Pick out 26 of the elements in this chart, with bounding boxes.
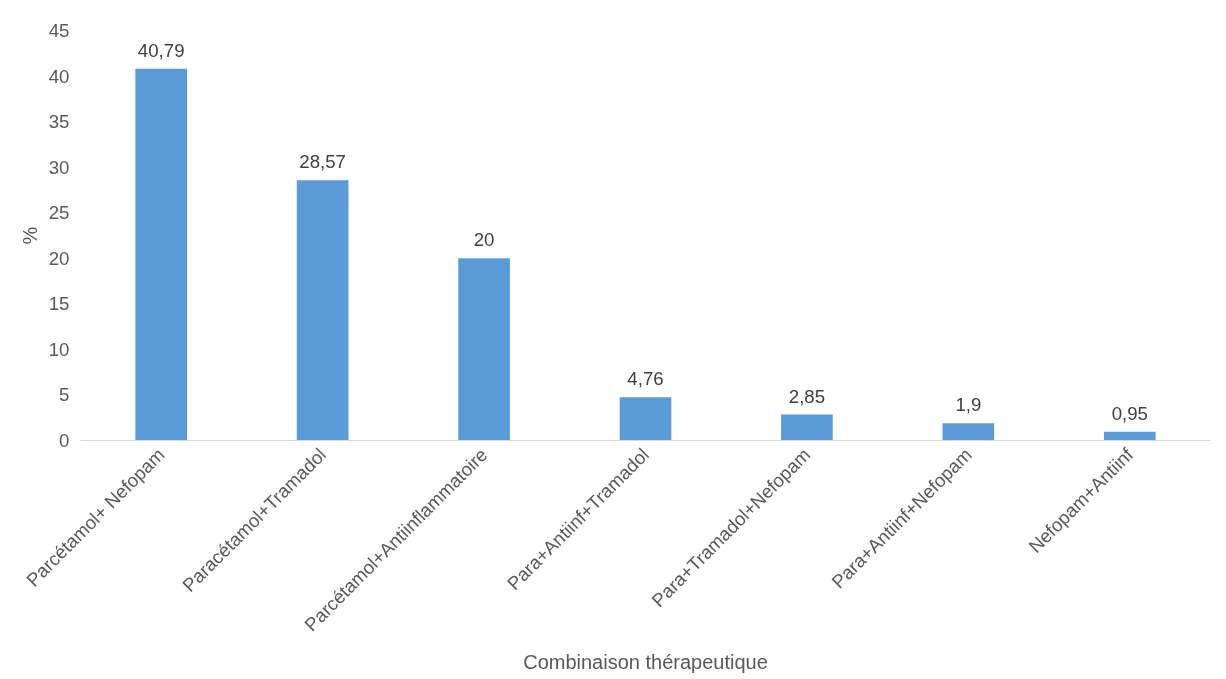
- y-tick-label: 40: [48, 65, 70, 87]
- y-tick-label: 35: [48, 111, 70, 133]
- data-label: 1,9: [955, 394, 982, 416]
- data-label: 0,95: [1111, 402, 1148, 424]
- y-tick-label: 5: [59, 384, 70, 406]
- y-tick-label: 45: [48, 20, 70, 41]
- data-label: 20: [473, 229, 495, 251]
- bar: [942, 423, 995, 441]
- bar: [458, 258, 510, 441]
- x-axis-title: Combinaison thérapeutique: [523, 650, 768, 673]
- y-tick-label: 30: [48, 156, 70, 178]
- bar: [296, 180, 349, 441]
- bar: [1103, 431, 1156, 441]
- y-tick-label: 10: [48, 338, 70, 360]
- data-label: 2,85: [788, 385, 826, 407]
- bar: [781, 414, 833, 441]
- y-tick-label: 25: [48, 202, 70, 224]
- bar: [619, 397, 672, 441]
- data-label: 40,79: [137, 39, 185, 61]
- data-label: 4,76: [627, 368, 664, 390]
- y-tick-label: 15: [48, 293, 70, 315]
- y-axis-title: %: [18, 226, 41, 245]
- y-tick-label: 0: [59, 430, 70, 451]
- data-label: 28,57: [299, 151, 346, 173]
- y-tick-label: 20: [48, 247, 70, 269]
- bar: [135, 68, 188, 441]
